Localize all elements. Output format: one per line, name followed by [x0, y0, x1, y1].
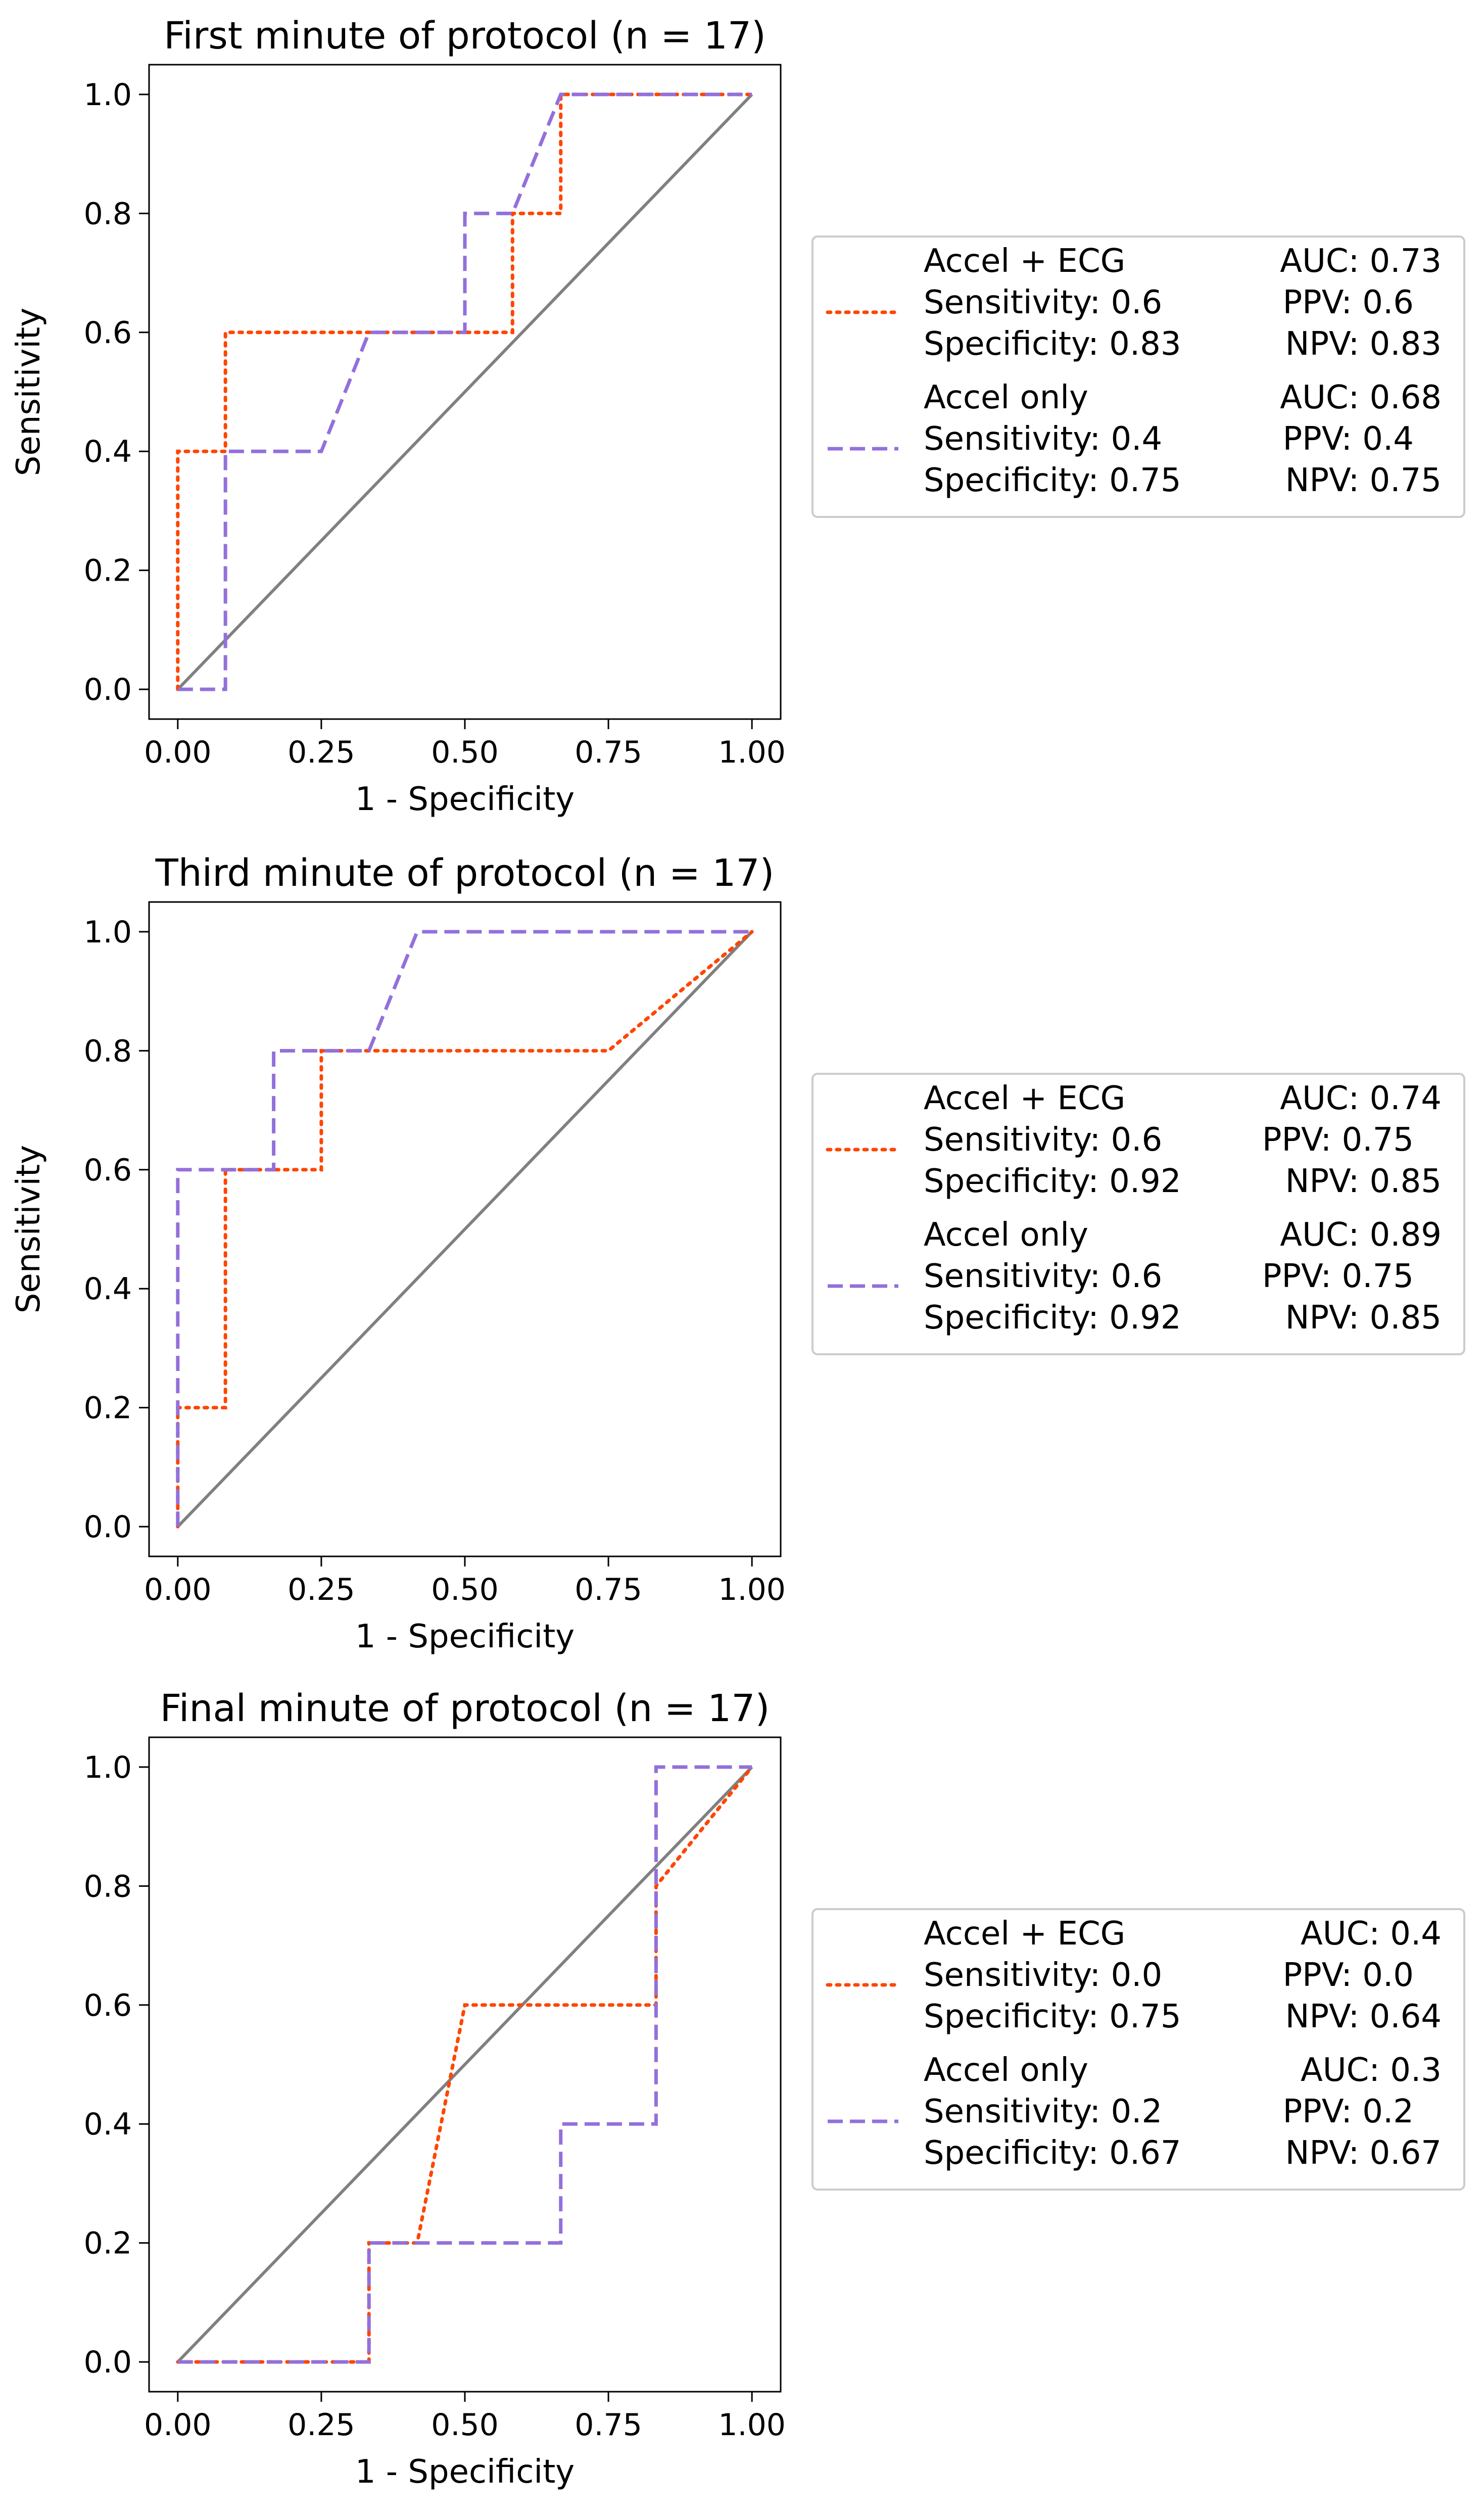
x-tick-label: 0.00: [144, 1572, 212, 1607]
legend-sensitivity: Sensitivity: 0.0: [924, 1957, 1162, 1994]
legend-specificity: Specificity: 0.75: [924, 462, 1181, 499]
roc-curve-accel-ecg: [176, 92, 754, 691]
legend-specificity: Specificity: 0.92: [924, 1163, 1181, 1200]
x-tick-label: 0.00: [144, 735, 212, 770]
x-tick-label: 0.75: [575, 1572, 642, 1607]
y-tick-label: 1.0: [84, 1750, 132, 1785]
y-tick-label: 0.4: [84, 2107, 132, 2142]
legend-ppv: PPV: 0.2: [1283, 2093, 1414, 2130]
roc-curve-accel-only: [177, 1765, 752, 2364]
diagonal-reference-line: [176, 1766, 753, 2363]
x-tick-label: 1.00: [718, 1572, 786, 1607]
y-tick-label: 0.6: [84, 1153, 132, 1188]
legend-frame: [811, 1073, 1465, 1355]
y-tick-label: 0.0: [84, 2345, 132, 2380]
y-tick-label: 0.8: [84, 196, 132, 231]
x-tick-label: 1.00: [718, 2407, 786, 2443]
legend-ppv: PPV: 0.4: [1283, 420, 1414, 458]
legend-auc: AUC: 0.73: [1280, 243, 1442, 280]
x-tick-label: 0.00: [144, 2407, 212, 2443]
legend-sensitivity: Sensitivity: 0.6: [924, 284, 1162, 321]
x-tick-label: 0.50: [431, 1572, 499, 1607]
legend-series-name: Accel + ECG: [924, 1080, 1125, 1117]
legend-ppv: PPV: 0.75: [1262, 1258, 1414, 1295]
y-tick-label: 0.2: [84, 2226, 132, 2261]
legend-series-name: Accel + ECG: [924, 1915, 1125, 1953]
y-tick-label: 1.0: [84, 77, 132, 113]
y-tick-label: 0.8: [84, 1033, 132, 1069]
legend-series-name: Accel only: [924, 379, 1088, 416]
legend-auc: AUC: 0.3: [1301, 2052, 1442, 2089]
legend-npv: NPV: 0.83: [1285, 325, 1442, 363]
chart-title: Third minute of protocol (n = 17): [155, 851, 775, 895]
x-tick-label: 0.25: [288, 1572, 355, 1607]
x-axis-label: 1 - Specificity: [355, 1618, 575, 1655]
legend-auc: AUC: 0.74: [1280, 1080, 1442, 1117]
x-tick-label: 0.25: [288, 2407, 355, 2443]
chart-title: Final minute of protocol (n = 17): [160, 1687, 770, 1730]
legend-sensitivity: Sensitivity: 0.4: [924, 420, 1162, 458]
x-tick-label: 1.00: [718, 735, 786, 770]
legend-series-name: Accel + ECG: [924, 243, 1125, 280]
roc-curve-accel-only: [176, 930, 752, 1527]
x-tick-label: 0.50: [431, 2407, 499, 2443]
legend: Accel + ECG AUC: 0.73 Sensitivity: 0.6 PPV:…: [811, 235, 1465, 518]
y-tick-label: 0.6: [84, 1988, 132, 2023]
y-axis-label: Sensitivity: [10, 1145, 47, 1313]
chart-title: First minute of protocol (n = 17): [164, 14, 766, 58]
roc-curve-accel-only: [177, 92, 752, 691]
y-tick-label: 0.0: [84, 672, 132, 707]
roc-curve-accel-ecg: [176, 930, 754, 1529]
y-tick-label: 0.0: [84, 1509, 132, 1545]
legend-sensitivity: Sensitivity: 0.6: [924, 1258, 1162, 1295]
y-tick-label: 0.4: [84, 1271, 132, 1307]
legend-specificity: Specificity: 0.75: [924, 1998, 1181, 2035]
y-tick-label: 0.2: [84, 553, 132, 589]
roc-panel-1: First minute of protocol (n = 17) 0.00 0.2…: [10, 14, 1465, 818]
x-tick-label: 0.75: [575, 735, 642, 770]
diagonal-reference-line: [176, 930, 753, 1528]
legend-specificity: Specificity: 0.92: [924, 1299, 1181, 1337]
legend-npv: NPV: 0.64: [1285, 1998, 1442, 2035]
legend-auc: AUC: 0.68: [1280, 379, 1442, 416]
y-tick-label: 0.2: [84, 1391, 132, 1426]
legend-sensitivity: Sensitivity: 0.2: [924, 2093, 1162, 2130]
y-tick-label: 0.4: [84, 434, 132, 469]
x-axis-label: 1 - Specificity: [355, 2453, 575, 2491]
legend-specificity: Specificity: 0.67: [924, 2134, 1181, 2172]
legend-auc: AUC: 0.4: [1301, 1915, 1442, 1953]
legend-specificity: Specificity: 0.83: [924, 325, 1181, 363]
legend-sensitivity: Sensitivity: 0.6: [924, 1121, 1162, 1159]
legend: Accel + ECG AUC: 0.4 Sensitivity: 0.0 PPV: …: [811, 1908, 1465, 2191]
legend-frame: [811, 235, 1465, 518]
diagonal-reference-line: [176, 93, 753, 691]
x-axis-label: 1 - Specificity: [355, 781, 575, 818]
legend-npv: NPV: 0.85: [1285, 1163, 1442, 1200]
legend-npv: NPV: 0.85: [1285, 1299, 1442, 1337]
roc-panel-3: Final minute of protocol (n = 17) 0.00 0.2…: [84, 1687, 1465, 2491]
legend-npv: NPV: 0.67: [1285, 2134, 1442, 2172]
roc-panel-2: Third minute of protocol (n = 17) 0.00 0.2…: [10, 851, 1465, 1655]
legend: Accel + ECG AUC: 0.74 Sensitivity: 0.6 PPV:…: [811, 1073, 1465, 1355]
legend-frame: [811, 1908, 1465, 2191]
legend-series-name: Accel only: [924, 2052, 1088, 2089]
y-axis-label: Sensitivity: [10, 308, 47, 476]
y-tick-label: 1.0: [84, 915, 132, 950]
legend-ppv: PPV: 0.6: [1283, 284, 1414, 321]
legend-ppv: PPV: 0.75: [1262, 1121, 1414, 1159]
y-tick-label: 0.8: [84, 1869, 132, 1904]
x-tick-label: 0.75: [575, 2407, 642, 2443]
x-tick-label: 0.50: [431, 735, 499, 770]
y-tick-label: 0.6: [84, 315, 132, 351]
legend-auc: AUC: 0.89: [1280, 1216, 1442, 1254]
legend-ppv: PPV: 0.0: [1283, 1957, 1414, 1994]
x-tick-label: 0.25: [288, 735, 355, 770]
legend-series-name: Accel only: [924, 1216, 1088, 1254]
legend-npv: NPV: 0.75: [1285, 462, 1442, 499]
